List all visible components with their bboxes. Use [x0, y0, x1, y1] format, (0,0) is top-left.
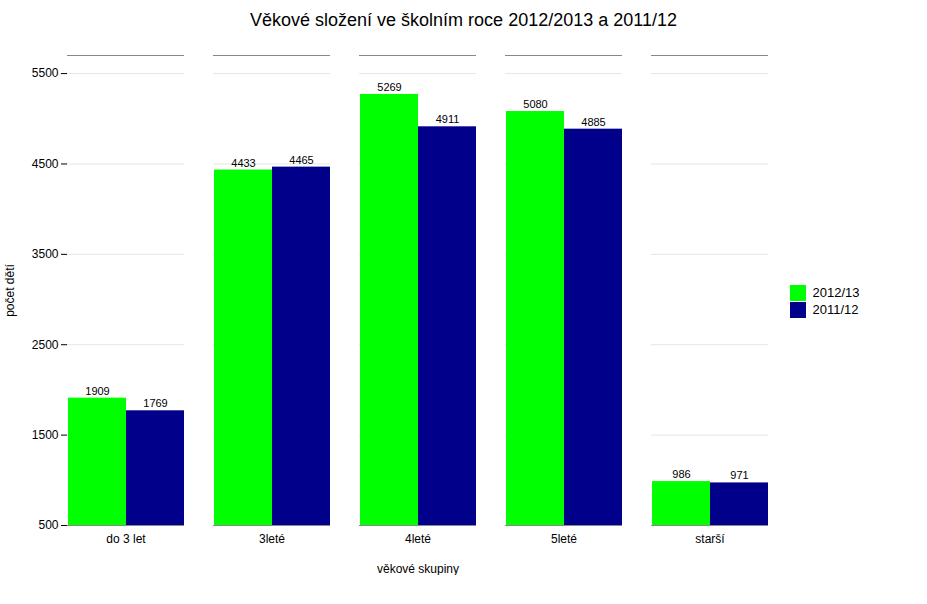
html-text:2011/12: 2011/12 [812, 302, 859, 318]
svg-text:starší: starší [695, 532, 725, 546]
svg-text:5269: 5269 [377, 81, 401, 93]
svg-text:986: 986 [672, 468, 690, 480]
svg-text:1909: 1909 [85, 385, 109, 397]
svg-text:4465: 4465 [289, 154, 313, 166]
svg-text:4885: 4885 [581, 116, 605, 128]
svg-text:5500: 5500 [32, 66, 59, 80]
svg-text:1769: 1769 [143, 397, 167, 409]
svg-text:počet dětí: počet dětí [3, 263, 17, 316]
svg-text:4500: 4500 [32, 157, 59, 171]
svg-text:5080: 5080 [523, 98, 547, 110]
svg-text:1500: 1500 [32, 428, 59, 442]
html-text:2012/13: 2012/13 [812, 285, 860, 301]
svg-text:4911: 4911 [436, 113, 460, 125]
svg-text:do 3 let: do 3 let [106, 532, 146, 546]
svg-text:4433: 4433 [231, 157, 255, 169]
svg-text:3leté: 3leté [259, 532, 285, 546]
svg-text:věkové skupiny: věkové skupiny [377, 562, 459, 576]
html-text:Věkové složení ve školním roce: Věkové složení ve školním roce 2012/2013… [250, 10, 677, 30]
svg-text:4leté: 4leté [405, 532, 431, 546]
svg-text:971: 971 [730, 469, 748, 481]
svg-text:5leté: 5leté [551, 532, 577, 546]
svg-text:500: 500 [38, 518, 58, 532]
svg-text:2500: 2500 [32, 338, 59, 352]
svg-text:3500: 3500 [32, 247, 59, 261]
